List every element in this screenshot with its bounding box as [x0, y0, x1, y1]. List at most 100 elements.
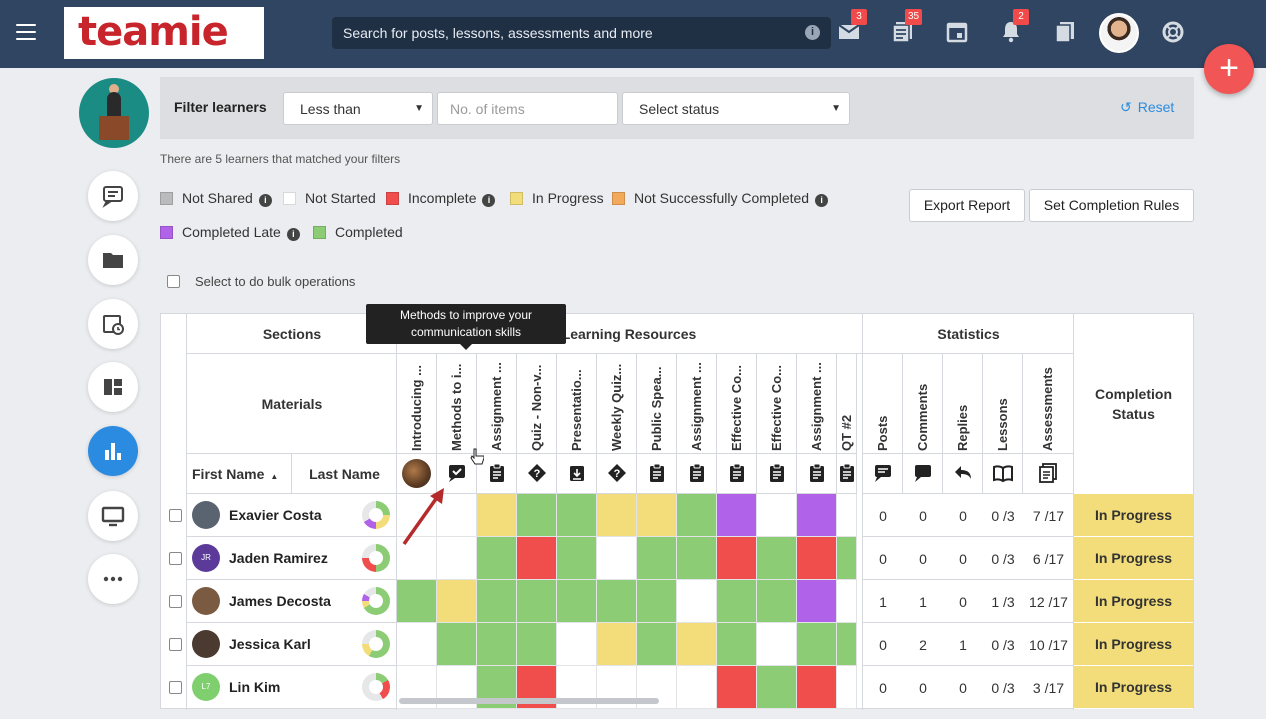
material-column-header[interactable]: QT #2	[837, 354, 857, 454]
status-cell[interactable]	[557, 494, 597, 537]
progress-donut[interactable]	[362, 544, 390, 572]
status-cell[interactable]	[717, 494, 757, 537]
avatar[interactable]	[192, 630, 220, 658]
status-cell[interactable]	[757, 623, 797, 666]
progress-donut[interactable]	[362, 587, 390, 615]
status-cell[interactable]	[837, 580, 857, 623]
material-type-icon-cell[interactable]: ?	[517, 454, 557, 494]
documents-icon[interactable]	[1053, 20, 1079, 46]
material-type-icon-cell[interactable]	[637, 454, 677, 494]
status-cell[interactable]	[797, 537, 837, 580]
status-cell[interactable]	[757, 580, 797, 623]
bulk-operations[interactable]: Select to do bulk operations	[167, 274, 355, 289]
material-type-icon-cell[interactable]	[717, 454, 757, 494]
material-column-header[interactable]: Public Spea...	[637, 354, 677, 454]
material-column-header[interactable]: Methods to i...	[437, 354, 477, 454]
status-cell[interactable]	[397, 623, 437, 666]
material-column-header[interactable]: Effective Co...	[717, 354, 757, 454]
material-column-header[interactable]: Presentatio...	[557, 354, 597, 454]
course-avatar[interactable]	[79, 78, 149, 148]
status-cell[interactable]	[517, 537, 557, 580]
more-rail-button[interactable]	[88, 554, 138, 604]
material-column-header[interactable]: Introducing ...	[397, 354, 437, 454]
material-type-icon-cell[interactable]	[797, 454, 837, 494]
status-cell[interactable]	[597, 537, 637, 580]
dashboard-rail-button[interactable]	[88, 362, 138, 412]
status-cell[interactable]	[677, 666, 717, 709]
posts-rail-button[interactable]	[88, 171, 138, 221]
status-cell[interactable]	[717, 580, 757, 623]
status-cell[interactable]	[717, 623, 757, 666]
info-icon[interactable]: i	[286, 228, 300, 241]
learner-name[interactable]: Jaden Ramirez	[229, 550, 328, 566]
schedule-rail-button[interactable]	[88, 299, 138, 349]
learner-name[interactable]: Jessica Karl	[229, 636, 311, 652]
status-cell[interactable]	[637, 580, 677, 623]
material-column-header[interactable]: Assignment ...	[797, 354, 837, 454]
material-type-icon-cell[interactable]	[557, 454, 597, 494]
status-cell[interactable]	[797, 666, 837, 709]
material-type-icon-cell[interactable]	[677, 454, 717, 494]
notifications-icon[interactable]: 2	[999, 9, 1029, 46]
status-cell[interactable]	[397, 494, 437, 537]
progress-donut[interactable]	[362, 630, 390, 658]
status-cell[interactable]	[477, 537, 517, 580]
status-cell[interactable]	[477, 494, 517, 537]
status-cell[interactable]	[837, 494, 857, 537]
row-checkbox[interactable]	[169, 681, 182, 694]
status-cell[interactable]	[597, 494, 637, 537]
horizontal-scrollbar[interactable]	[399, 698, 659, 704]
posts-icon[interactable]: 35	[891, 9, 923, 46]
status-cell[interactable]	[517, 623, 557, 666]
material-type-icon-cell[interactable]	[437, 454, 477, 494]
status-cell[interactable]	[837, 666, 857, 709]
status-select[interactable]: Select status ▼	[622, 92, 850, 125]
learner-name[interactable]: Exavier Costa	[229, 507, 322, 523]
material-type-icon-cell[interactable]	[477, 454, 517, 494]
info-icon[interactable]: i	[482, 194, 496, 207]
material-column-header[interactable]: Weekly Quiz...	[597, 354, 637, 454]
status-cell[interactable]	[717, 666, 757, 709]
status-cell[interactable]	[517, 580, 557, 623]
menu-icon[interactable]	[16, 24, 36, 40]
material-column-header[interactable]: Assignment ...	[677, 354, 717, 454]
status-cell[interactable]	[757, 537, 797, 580]
material-type-icon-cell[interactable]	[757, 454, 797, 494]
comparison-select[interactable]: Less than ▼	[283, 92, 433, 125]
status-cell[interactable]	[437, 494, 477, 537]
set-completion-rules-button[interactable]: Set Completion Rules	[1029, 189, 1194, 222]
status-cell[interactable]	[677, 623, 717, 666]
status-cell[interactable]	[677, 580, 717, 623]
status-cell[interactable]	[477, 623, 517, 666]
status-cell[interactable]	[837, 537, 857, 580]
avatar[interactable]	[192, 587, 220, 615]
learner-name[interactable]: James Decosta	[229, 593, 331, 609]
info-icon[interactable]: i	[258, 194, 272, 207]
status-cell[interactable]	[597, 580, 637, 623]
status-cell[interactable]	[757, 666, 797, 709]
learner-name[interactable]: Lin Kim	[229, 679, 281, 695]
avatar[interactable]: JR	[192, 544, 220, 572]
material-column-header[interactable]: Effective Co...	[757, 354, 797, 454]
help-icon[interactable]	[1161, 20, 1187, 46]
status-cell[interactable]	[637, 494, 677, 537]
avatar[interactable]	[192, 501, 220, 529]
row-checkbox[interactable]	[169, 509, 182, 522]
status-cell[interactable]	[757, 494, 797, 537]
avatar[interactable]: L7	[192, 673, 220, 701]
items-count-input[interactable]	[437, 92, 618, 125]
progress-donut[interactable]	[362, 501, 390, 529]
export-report-button[interactable]: Export Report	[909, 189, 1025, 222]
status-cell[interactable]	[797, 580, 837, 623]
status-cell[interactable]	[557, 537, 597, 580]
material-type-icon-cell[interactable]: ?	[597, 454, 637, 494]
material-type-icon-cell[interactable]	[397, 454, 437, 494]
status-cell[interactable]	[677, 494, 717, 537]
user-avatar[interactable]	[1099, 13, 1139, 53]
status-cell[interactable]	[797, 494, 837, 537]
status-cell[interactable]	[677, 537, 717, 580]
bulk-select-checkbox[interactable]	[167, 275, 180, 288]
add-button[interactable]: +	[1204, 44, 1254, 94]
status-cell[interactable]	[797, 623, 837, 666]
row-checkbox[interactable]	[169, 638, 182, 651]
